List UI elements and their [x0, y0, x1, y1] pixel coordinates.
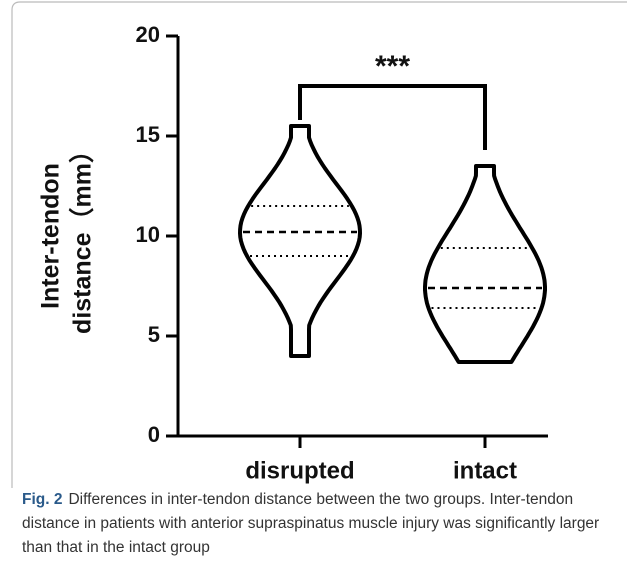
x-tick-label: disrupted — [245, 457, 354, 484]
y-tick-label: 15 — [136, 122, 160, 147]
caption: Fig. 2 Differences in inter-tendon distan… — [22, 488, 622, 560]
y-axis-label: distance（mm） — [68, 138, 97, 334]
violin — [423, 164, 547, 364]
x-tick-label: intact — [453, 457, 517, 484]
y-tick-label: 10 — [136, 222, 160, 247]
y-tick-label: 0 — [148, 422, 160, 447]
chart: Inter-tendon distance（mm） 0 5 10 15 20 disrup… — [11, 1, 627, 488]
caption-text: Differences in inter-tendon distance bet… — [22, 491, 600, 556]
y-axis-label: Inter-tendon — [37, 163, 65, 309]
significance-bracket — [298, 84, 487, 150]
significance-label: *** — [375, 50, 410, 83]
frame — [11, 1, 627, 488]
y-tick-label: 5 — [148, 322, 160, 347]
caption-label: Fig. 2 — [22, 491, 63, 508]
y-tick-label: 20 — [136, 22, 160, 47]
violin — [238, 124, 362, 358]
